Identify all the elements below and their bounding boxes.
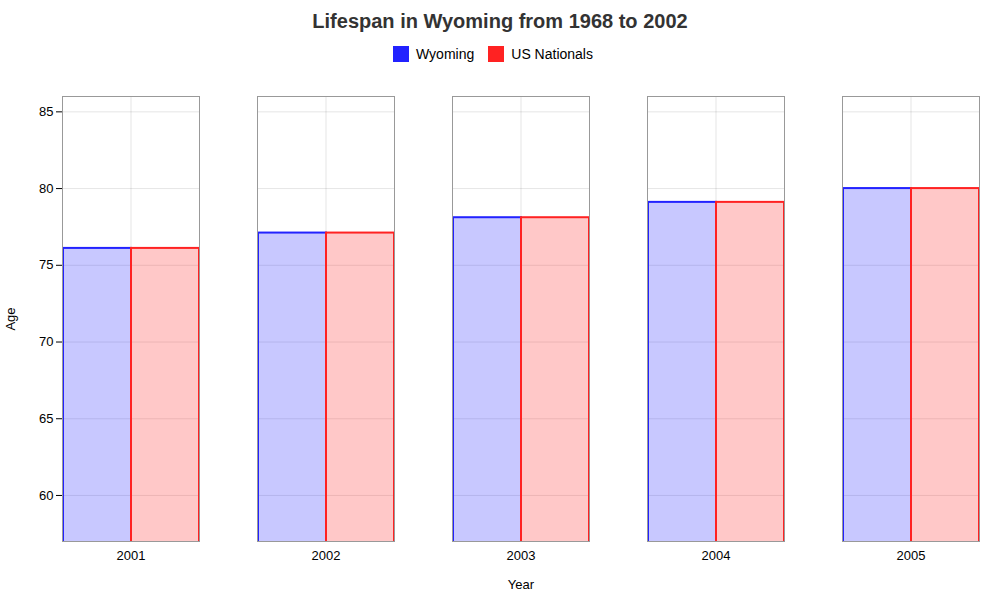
html-text:US Nationals: US Nationals [511,45,593,62]
svg-text:2003: 2003 [507,548,536,563]
html-text:Wyoming: Wyoming [416,45,475,62]
svg-text:2004: 2004 [702,548,731,563]
svg-text:Age: Age [3,307,18,330]
svg-text:65: 65 [39,411,53,426]
html-text:Lifespan in Wyoming from 1968: Lifespan in Wyoming from 1968 to 2002 [312,10,688,32]
svg-text:60: 60 [39,488,53,503]
svg-text:2002: 2002 [312,548,341,563]
svg-text:2005: 2005 [897,548,926,563]
svg-text:85: 85 [39,104,53,119]
svg-text:70: 70 [39,334,53,349]
svg-text:80: 80 [39,181,53,196]
svg-text:2001: 2001 [117,548,146,563]
svg-text:75: 75 [39,257,53,272]
svg-text:Year: Year [508,577,535,592]
